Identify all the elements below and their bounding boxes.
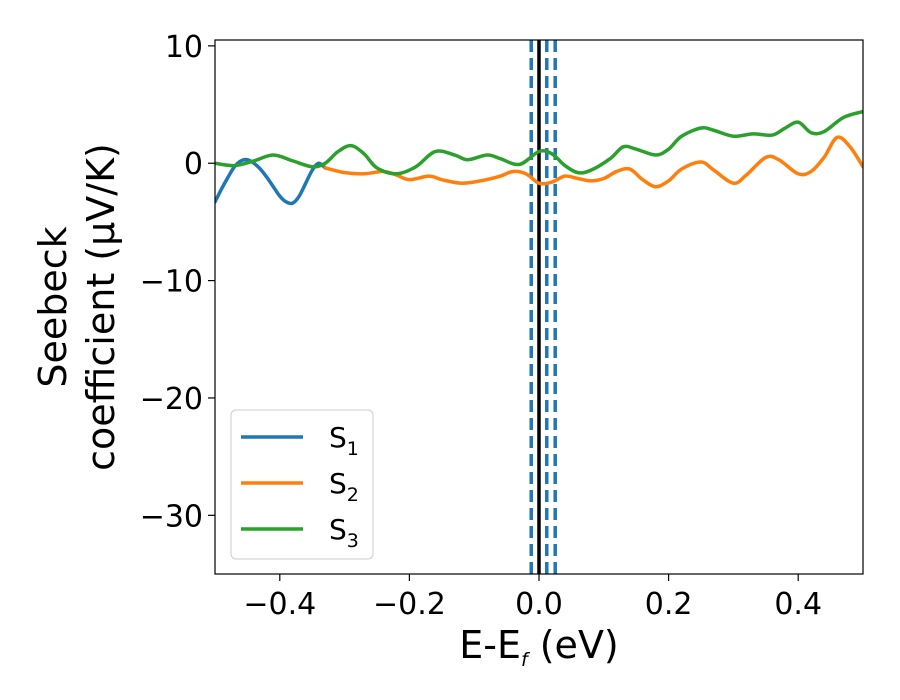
y-axis-title-line1: Seebeck (31, 226, 75, 387)
x-axis: −0.4 −0.2 0.0 0.2 0.4 (243, 574, 822, 622)
x-tick-label: 0.4 (774, 587, 822, 622)
y-tick-label: −30 (140, 499, 203, 534)
y-axis-title: Seebeck coefficient (μV/K) (31, 143, 123, 471)
series-line-S3 (215, 109, 863, 176)
x-axis-title: E-Ef (eV) (459, 623, 619, 671)
y-axis: 10 0 −10 −20 −30 (140, 30, 215, 534)
legend-label-S1: S1 (329, 421, 359, 460)
series-line-S1 (215, 157, 327, 206)
legend-label-S2: S2 (329, 467, 359, 506)
y-axis-title-line2: coefficient (μV/K) (79, 143, 123, 471)
y-tick-label: −20 (140, 382, 203, 417)
fermi-level-lines (529, 40, 557, 574)
x-tick-label: −0.4 (243, 587, 316, 622)
y-tick-label: −10 (140, 265, 203, 300)
series-lines (215, 109, 863, 206)
y-tick-label: 0 (184, 147, 203, 182)
x-tick-label: −0.2 (373, 587, 446, 622)
legend-label-S3: S3 (329, 513, 359, 552)
legend: S1 S2 S3 (230, 409, 374, 560)
x-tick-label: 0.2 (645, 587, 693, 622)
y-tick-label: 10 (165, 30, 203, 65)
x-tick-label: 0.0 (515, 587, 563, 622)
series-line-S2 (323, 135, 863, 189)
